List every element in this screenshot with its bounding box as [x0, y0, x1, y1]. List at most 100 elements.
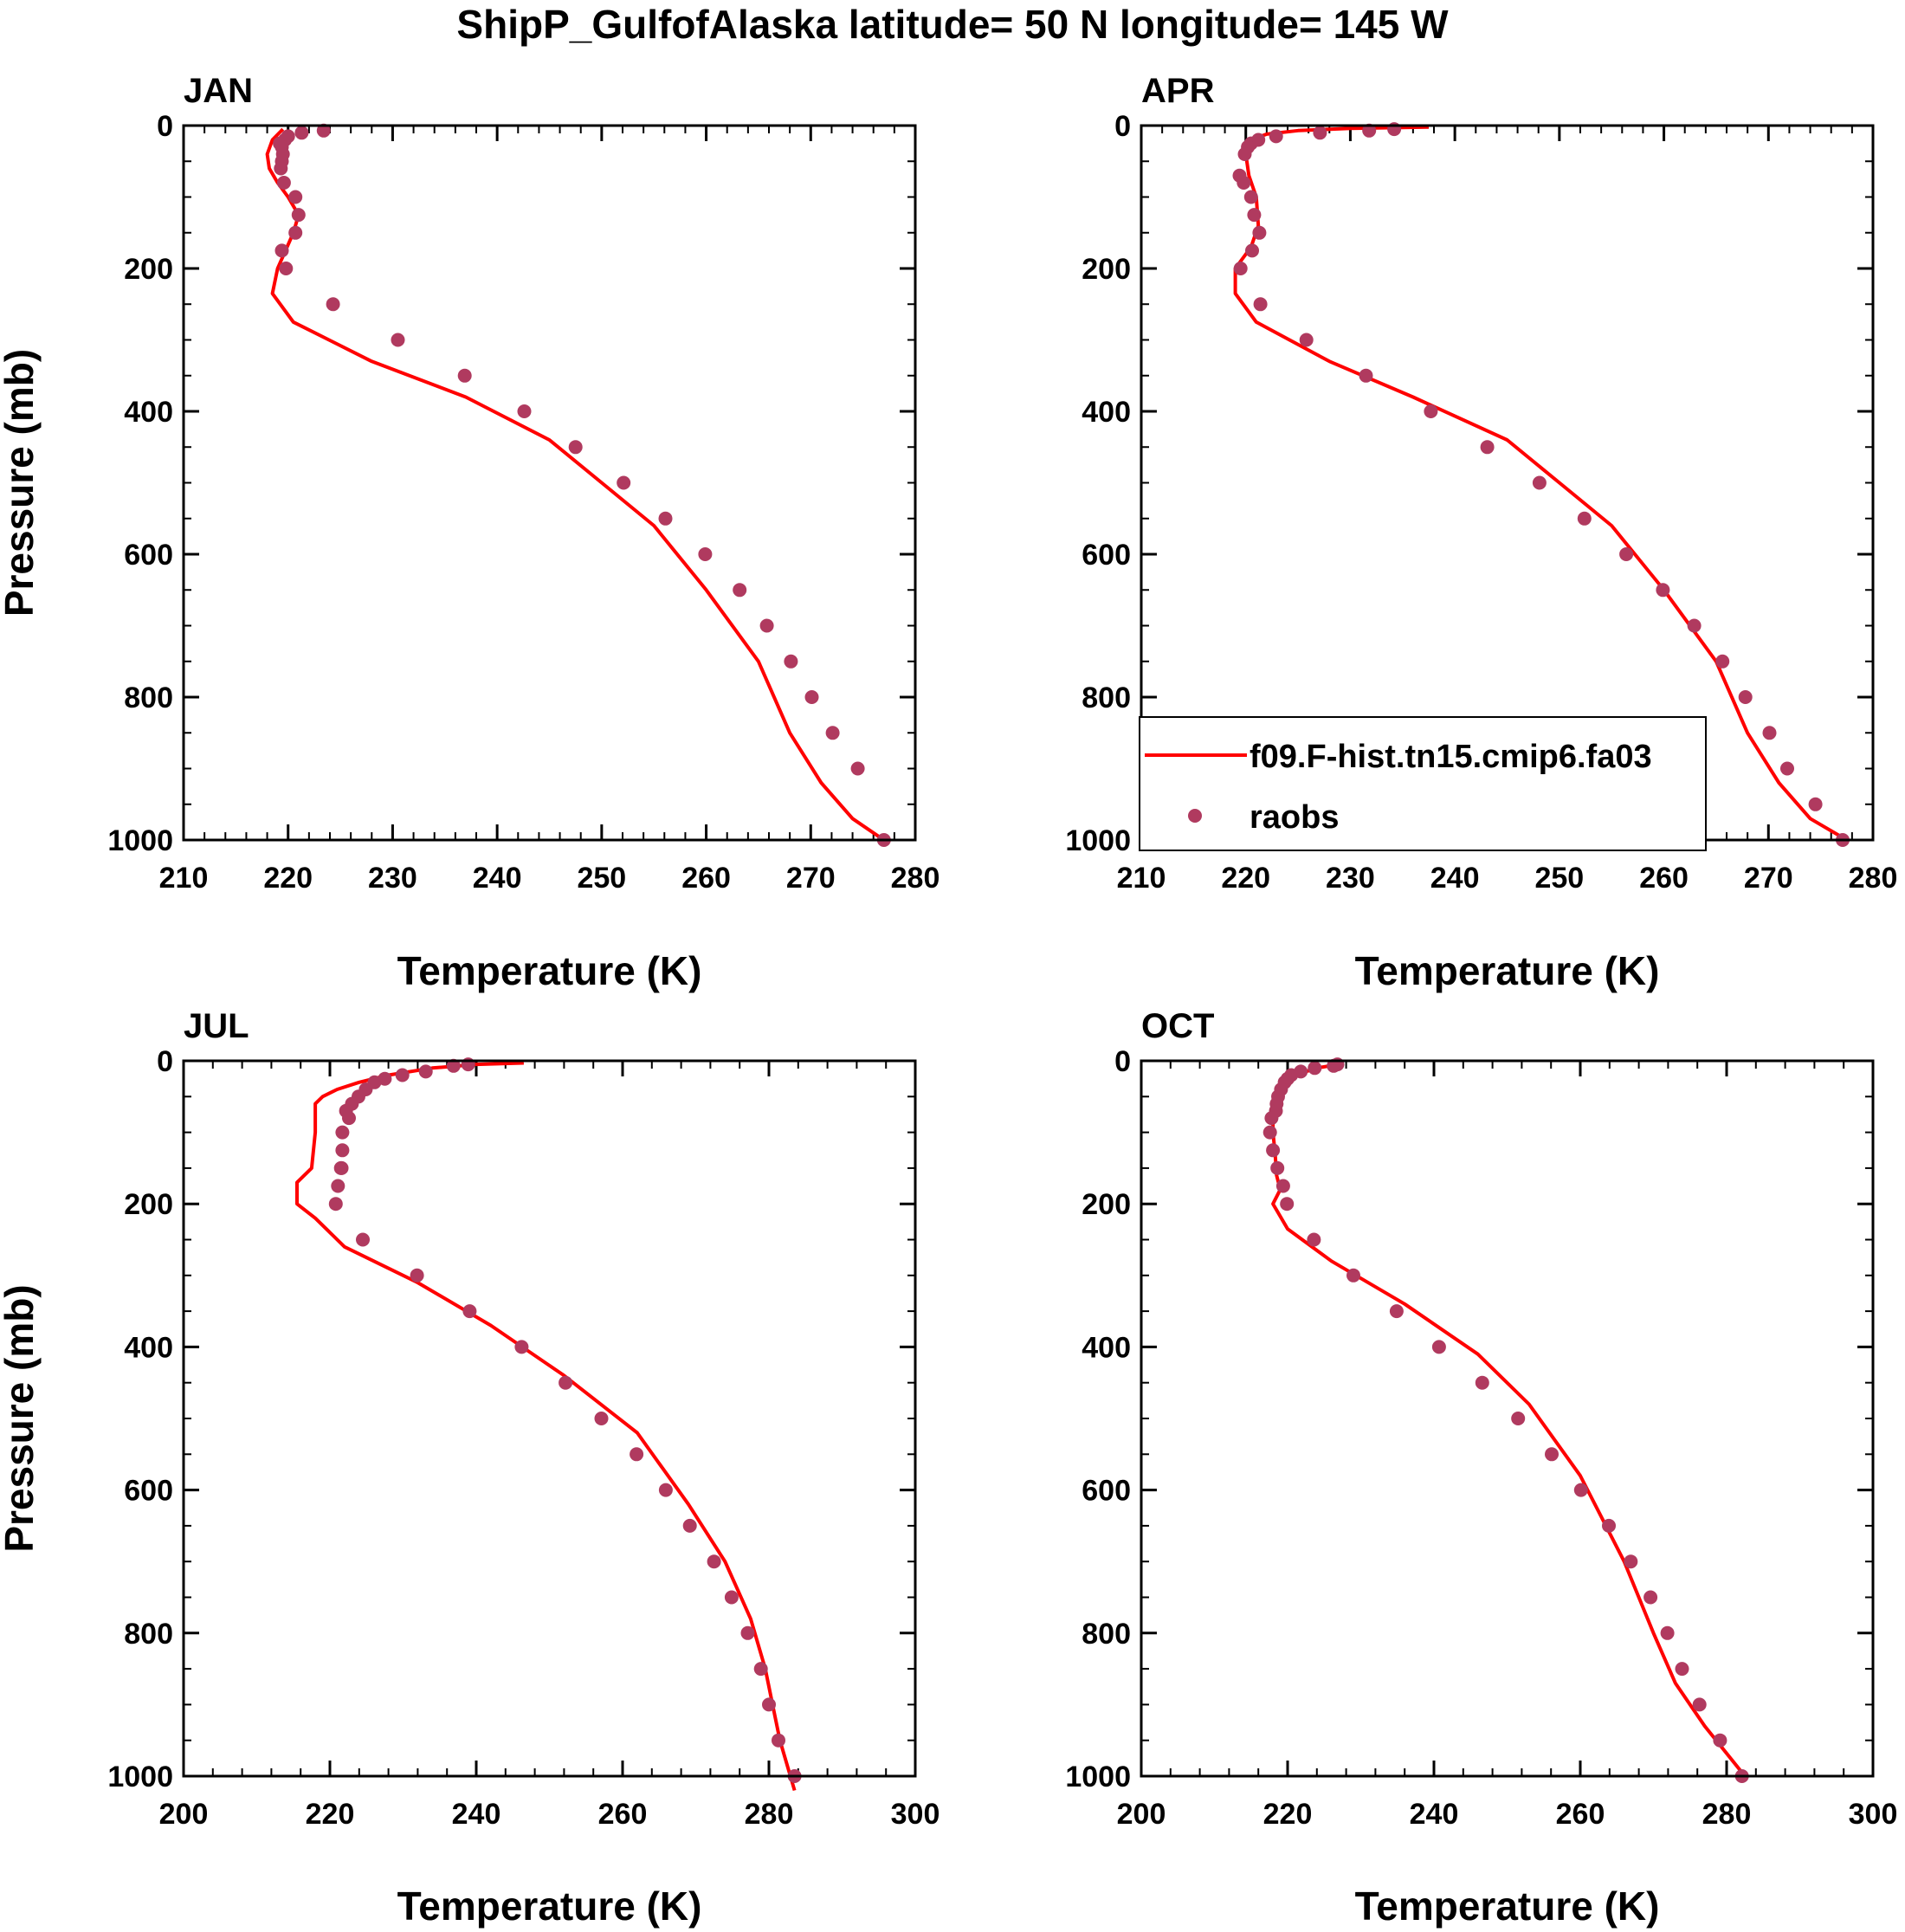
- obs-marker-group: [1262, 1057, 1749, 1783]
- obs-marker: [724, 1590, 739, 1605]
- x-tick-labels: 200 220 240 260 280 300: [1117, 1798, 1898, 1831]
- obs-marker: [1656, 583, 1670, 598]
- x-tick-label: 260: [1639, 862, 1689, 895]
- obs-marker: [1308, 1061, 1322, 1076]
- obs-marker: [658, 511, 673, 526]
- obs-marker: [617, 475, 631, 490]
- obs-marker: [1362, 123, 1377, 138]
- legend-marker-swatch: [1188, 809, 1202, 823]
- obs-marker: [1233, 262, 1248, 275]
- obs-marker: [762, 1697, 776, 1712]
- obs-marker: [594, 1412, 609, 1425]
- obs-marker: [1780, 761, 1794, 776]
- obs-marker: [1660, 1625, 1675, 1640]
- obs-marker: [707, 1554, 721, 1569]
- x-tick-label: 260: [681, 862, 731, 895]
- panel-jan: JAN 0 200 400 600 800 1000 210 220 230 240 250 260…: [0, 72, 940, 993]
- x-tick-label: 220: [1221, 862, 1270, 895]
- obs-marker: [1808, 797, 1823, 811]
- obs-marker: [804, 690, 819, 704]
- y-tick-label: 600: [124, 1475, 173, 1508]
- y-tick-label: 1000: [1065, 1761, 1131, 1793]
- obs-marker: [1692, 1697, 1707, 1712]
- y-tick-label: 400: [1082, 396, 1131, 429]
- obs-marker: [333, 1160, 348, 1175]
- x-tick-label: 280: [745, 1798, 794, 1831]
- y-tick-labels: 0 200 400 600 800 1000: [107, 1045, 173, 1793]
- y-tick-label: 0: [157, 110, 173, 143]
- y-tick-label: 200: [1082, 1188, 1131, 1221]
- x-tick-label: 260: [598, 1798, 648, 1831]
- obs-marker: [1266, 1143, 1281, 1158]
- obs-marker: [276, 176, 291, 190]
- x-tick-label: 230: [368, 862, 417, 895]
- obs-marker: [1299, 333, 1314, 347]
- obs-marker: [698, 547, 713, 561]
- obs-marker: [514, 1340, 529, 1354]
- x-tick-label: 230: [1326, 862, 1375, 895]
- obs-marker: [294, 126, 309, 140]
- obs-marker: [328, 1197, 343, 1212]
- obs-marker: [1247, 208, 1262, 223]
- y-tick-label: 400: [1082, 1331, 1131, 1364]
- obs-marker: [630, 1447, 644, 1462]
- obs-marker: [1237, 147, 1252, 161]
- x-tick-label: 270: [1744, 862, 1793, 895]
- obs-marker: [1619, 547, 1634, 561]
- x-tick-label: 250: [577, 862, 626, 895]
- panel-label: JAN: [184, 72, 253, 110]
- obs-marker: [733, 583, 747, 598]
- y-tick-label: 0: [1114, 1045, 1131, 1078]
- obs-marker: [850, 761, 865, 776]
- obs-marker: [682, 1518, 697, 1533]
- panel-jul: JUL 0 200 400 600 800 1000 200 220 240 260 280 300…: [0, 1007, 940, 1929]
- obs-marker: [1424, 404, 1438, 418]
- y-tick-label: 600: [124, 539, 173, 572]
- obs-marker: [1237, 176, 1251, 190]
- obs-marker: [356, 1232, 370, 1247]
- y-tick-labels: 0 200 400 600 800 1000: [1065, 1045, 1131, 1793]
- y-tick-label: 600: [1082, 539, 1131, 572]
- x-tick-labels: 200 220 240 260 280 300: [159, 1798, 940, 1831]
- model-line: [295, 1061, 797, 1792]
- obs-marker: [1269, 129, 1283, 144]
- x-tick-label: 250: [1534, 862, 1584, 895]
- obs-marker: [291, 208, 306, 223]
- obs-marker: [1532, 475, 1547, 490]
- y-axis-title: Pressure (mb): [0, 1284, 42, 1552]
- obs-marker: [418, 1064, 433, 1079]
- x-tick-label: 240: [452, 1798, 501, 1831]
- model-line: [1271, 1063, 1747, 1778]
- legend-box: [1139, 716, 1707, 851]
- obs-marker: [1713, 1733, 1727, 1748]
- plot-frame: [182, 124, 917, 842]
- obs-marker: [1577, 511, 1592, 526]
- obs-marker: [1431, 1340, 1446, 1354]
- x-tick-label: 300: [1849, 1798, 1898, 1831]
- y-tick-label: 200: [124, 1188, 173, 1221]
- axis-ticks: [1140, 1059, 1875, 1778]
- obs-marker: [1359, 368, 1373, 383]
- obs-marker: [825, 726, 840, 740]
- model-line-group: [295, 1061, 797, 1792]
- obs-marker: [1327, 1058, 1341, 1073]
- obs-marker: [1280, 1197, 1295, 1212]
- x-axis-title: Temperature (K): [397, 948, 702, 993]
- obs-marker: [1762, 726, 1777, 740]
- panel-label: OCT: [1141, 1007, 1214, 1045]
- obs-marker: [1675, 1662, 1689, 1677]
- x-tick-labels: 210 220 230 240 250 260 270 280: [159, 862, 940, 895]
- plot-frame: [182, 1059, 917, 1778]
- obs-marker: [1602, 1518, 1616, 1533]
- obs-marker: [1715, 654, 1730, 669]
- x-tick-label: 220: [1263, 1798, 1313, 1831]
- obs-marker: [274, 161, 288, 176]
- obs-marker: [316, 123, 331, 138]
- panel-label: JUL: [184, 1007, 249, 1045]
- x-tick-label: 220: [263, 862, 313, 895]
- obs-marker: [658, 1483, 673, 1497]
- obs-marker: [1480, 440, 1495, 455]
- obs-marker: [391, 333, 405, 347]
- obs-marker: [288, 225, 303, 240]
- y-tick-label: 800: [1082, 1618, 1131, 1651]
